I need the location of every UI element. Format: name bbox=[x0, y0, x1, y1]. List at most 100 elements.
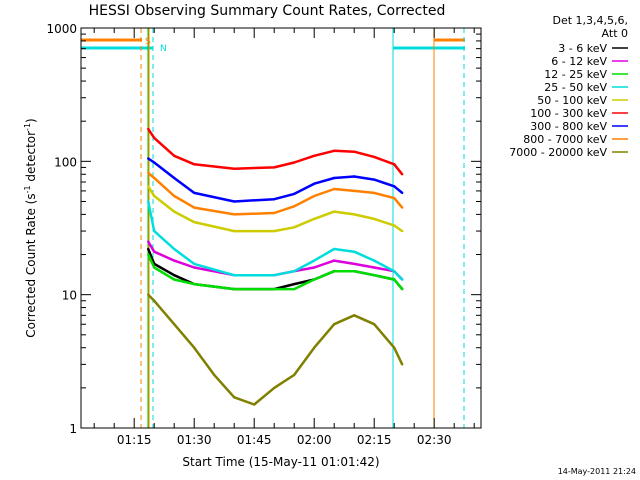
series-2-point-4 bbox=[233, 287, 236, 291]
legend-label-2: 12 - 25 keV bbox=[544, 68, 607, 81]
series-0-point-2 bbox=[173, 274, 176, 277]
series-3-point-11 bbox=[393, 270, 396, 273]
series-4-point-3 bbox=[193, 220, 196, 224]
series-6-point-12 bbox=[401, 191, 404, 195]
series-5-point-11 bbox=[393, 163, 396, 166]
series-3-point-9 bbox=[353, 250, 356, 253]
series-5-point-5 bbox=[273, 166, 276, 169]
chart-title: HESSI Observing Summary Count Rates, Cor… bbox=[89, 3, 446, 19]
series-8-point-6 bbox=[253, 403, 256, 406]
legend-label-0: 3 - 6 keV bbox=[558, 42, 607, 55]
series-5-point-4 bbox=[233, 167, 236, 170]
series-3-point-4 bbox=[233, 274, 236, 277]
series-2-point-3 bbox=[193, 282, 196, 286]
series-7-point-1 bbox=[153, 176, 156, 180]
x-tick-label: 01:30 bbox=[177, 433, 212, 447]
series-2-point-5 bbox=[273, 287, 276, 291]
x-axis-label: Start Time (15-May-11 01:01:42) bbox=[182, 455, 379, 469]
series-6-point-5 bbox=[273, 198, 276, 201]
series-7-point-6 bbox=[293, 205, 296, 208]
series-6-point-2 bbox=[173, 176, 176, 180]
series-8-point-4 bbox=[213, 373, 216, 377]
series-1-point-3 bbox=[193, 266, 196, 269]
series-3-point-3 bbox=[193, 262, 196, 266]
y-axis-label: Corrected Count Rate (s-1 detector-1) bbox=[23, 118, 38, 337]
series-2-point-11 bbox=[393, 278, 396, 281]
series-8-point-12 bbox=[373, 323, 376, 326]
x-tick-label: 02:15 bbox=[357, 433, 392, 447]
series-2-point-9 bbox=[353, 270, 356, 273]
series-4-point-6 bbox=[293, 226, 296, 229]
series-7-point-8 bbox=[333, 187, 336, 191]
series-7-point-2 bbox=[173, 194, 176, 198]
series-3-point-0 bbox=[147, 200, 150, 203]
legend-label-8: 7000 - 20000 keV bbox=[509, 146, 607, 159]
series-3-point-8 bbox=[333, 247, 336, 251]
annotation-n: N bbox=[160, 44, 167, 54]
x-tick-label: 02:00 bbox=[297, 433, 332, 447]
series-0-point-6 bbox=[293, 282, 296, 286]
series-5-point-12 bbox=[401, 173, 404, 176]
series-5-point-3 bbox=[193, 163, 196, 166]
legend-label-4: 50 - 100 keV bbox=[537, 94, 607, 107]
series-4-point-10 bbox=[373, 217, 376, 221]
series-2-point-12 bbox=[401, 287, 404, 291]
legend-label-7: 800 - 7000 keV bbox=[523, 133, 607, 146]
series-2-point-7 bbox=[313, 278, 316, 281]
series-1-point-7 bbox=[313, 266, 316, 269]
series-1-point-0 bbox=[147, 240, 150, 243]
series-2-point-6 bbox=[293, 287, 296, 291]
series-0-point-0 bbox=[147, 247, 150, 251]
series-8-point-8 bbox=[293, 373, 296, 377]
y-axis-label-mid: detector bbox=[24, 131, 38, 186]
series-5-point-0 bbox=[147, 127, 150, 131]
series-7-point-11 bbox=[393, 196, 396, 200]
series-5-point-6 bbox=[293, 161, 296, 164]
plot-marks: SN bbox=[81, 28, 465, 428]
y-axis-ticks: 1 10 100 1000 bbox=[46, 22, 481, 436]
legend-label-5: 100 - 300 keV bbox=[530, 107, 607, 120]
series-8-point-2 bbox=[173, 323, 176, 326]
series-5-point-10 bbox=[373, 155, 376, 159]
series-6-point-11 bbox=[393, 185, 396, 188]
series-8-point-11 bbox=[353, 314, 356, 317]
series-1-point-1 bbox=[153, 250, 156, 253]
y-axis-label-exp2: -1 bbox=[23, 123, 32, 131]
y-tick-label: 1 bbox=[69, 422, 77, 436]
series-8-point-7 bbox=[273, 386, 276, 390]
series-4-point-0 bbox=[147, 185, 150, 188]
footer-timestamp: 14-May-2011 21:24 bbox=[558, 467, 636, 476]
series-5-point-2 bbox=[173, 154, 176, 157]
series-4-point-4 bbox=[233, 229, 236, 233]
series-6-point-4 bbox=[233, 200, 236, 203]
series-8-point-0 bbox=[147, 293, 150, 296]
series-8-point-1 bbox=[153, 299, 156, 302]
series-7-point-12 bbox=[401, 206, 404, 209]
series-7-point-4 bbox=[233, 213, 236, 216]
series-3-point-12 bbox=[401, 278, 404, 281]
series-3-point-5 bbox=[273, 274, 276, 277]
series-8-point-13 bbox=[393, 346, 396, 349]
series-1-point-8 bbox=[333, 259, 336, 262]
series-2-point-2 bbox=[173, 278, 176, 281]
series-4-point-1 bbox=[153, 194, 156, 198]
x-tick-label: 01:45 bbox=[237, 433, 272, 447]
y-tick-label: 1000 bbox=[46, 22, 77, 36]
series-4-point-12 bbox=[401, 229, 404, 233]
series-2-point-10 bbox=[373, 274, 376, 277]
series-7-point-0 bbox=[147, 171, 150, 174]
series-6-point-10 bbox=[373, 178, 376, 181]
series-8-point-14 bbox=[401, 363, 404, 366]
series-1-point-2 bbox=[173, 259, 176, 262]
series-7-point-7 bbox=[313, 194, 316, 198]
series-7-point-5 bbox=[273, 211, 276, 215]
series-7-point-10 bbox=[373, 191, 376, 195]
series-3-point-2 bbox=[173, 247, 176, 251]
series-6-point-1 bbox=[153, 161, 156, 164]
series-1-point-9 bbox=[353, 262, 356, 266]
series-4-point-5 bbox=[273, 229, 276, 233]
y-axis-label-exp1: -1 bbox=[23, 185, 32, 193]
x-tick-label: 01:15 bbox=[117, 433, 152, 447]
